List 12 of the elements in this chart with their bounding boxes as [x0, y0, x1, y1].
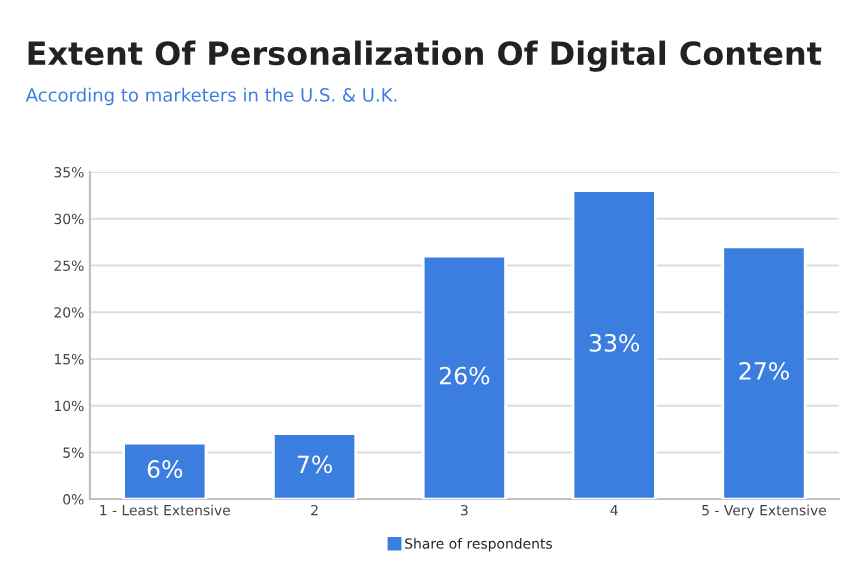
data-label: 6% [147, 460, 183, 478]
data-label: 7% [297, 455, 333, 474]
bar [571, 189, 657, 500]
data-label: 27% [739, 361, 789, 380]
bar [122, 441, 208, 500]
data-label: 26% [439, 366, 490, 385]
chart-subtitle: According to marketers in the U.S. & U.K. [25, 87, 397, 106]
chart-title: Extent Of Personalization Of Digital Content [28, 40, 822, 72]
bar [421, 254, 507, 500]
data-label: 33% [589, 333, 640, 352]
bar [721, 245, 807, 500]
bar [271, 432, 358, 500]
